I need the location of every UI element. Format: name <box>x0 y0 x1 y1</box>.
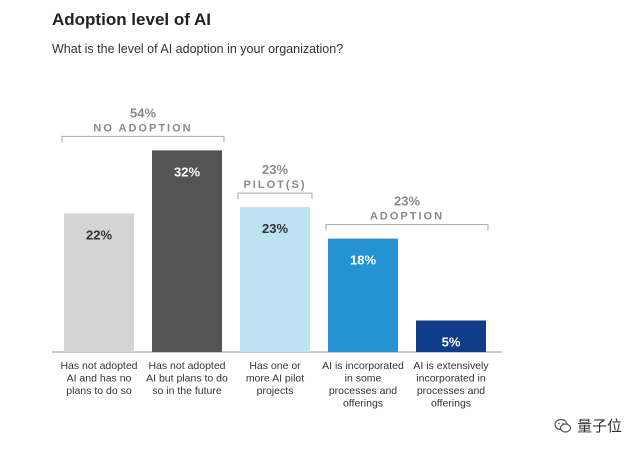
group-bracket <box>325 224 489 231</box>
group-percent: 23% <box>262 162 288 177</box>
watermark: 量子位 <box>554 415 622 436</box>
group-bracket <box>237 192 313 200</box>
bar <box>328 238 398 352</box>
category-label: AI is incorporated in some processes and of… <box>322 360 404 410</box>
bar-value-label: 32% <box>174 164 200 179</box>
group-percent: 54% <box>130 105 156 120</box>
wechat-icon <box>554 418 572 433</box>
chart-title: Adoption level of AI <box>52 10 211 29</box>
category-label: Has not adopted AI but plans to do so in t… <box>146 360 228 397</box>
group-percent: 23% <box>394 194 420 209</box>
group-label: ADOPTION <box>370 211 444 223</box>
bar <box>416 320 486 352</box>
category-label: AI is extensively incorporated in processe… <box>413 360 489 410</box>
bar <box>240 207 310 352</box>
bar-value-label: 18% <box>350 253 376 268</box>
bar <box>152 150 222 352</box>
chart-subtitle: What is the level of AI adoption in your… <box>52 42 344 56</box>
group-label: NO ADOPTION <box>93 122 192 134</box>
watermark-text: 量子位 <box>576 418 622 435</box>
category-label: Has one or more AI pilot projects <box>246 360 304 397</box>
group-label: PILOT(S) <box>243 179 306 191</box>
bar-value-label: 23% <box>262 221 288 236</box>
bar-value-label: 5% <box>442 335 461 350</box>
bar-value-label: 22% <box>86 227 112 242</box>
bar <box>64 213 134 352</box>
category-label: Has not adopted AI and has no plans to do … <box>60 360 137 397</box>
group-bracket <box>61 135 225 143</box>
